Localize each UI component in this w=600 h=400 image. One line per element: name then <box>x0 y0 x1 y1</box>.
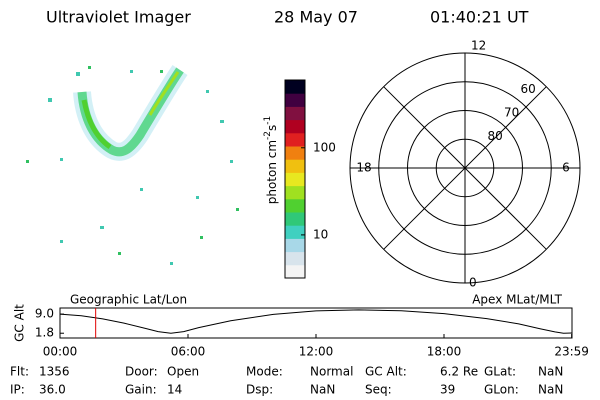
colorbar-swatch <box>285 80 305 94</box>
unit-exponent: -2 <box>263 131 273 140</box>
colorbar-swatch <box>285 185 305 200</box>
info-value: 1356 <box>39 365 70 379</box>
mlt-label: 6 <box>562 161 570 175</box>
mlt-label: 18 <box>356 161 371 175</box>
info-label: Mode: <box>246 365 283 379</box>
colorbar-tick-label: 10 <box>313 227 328 241</box>
unit: photon cm <box>265 140 279 204</box>
info-value: Open <box>167 365 199 379</box>
info-value: 39 <box>440 383 455 397</box>
colorbar-swatch <box>285 132 305 147</box>
alt-left-title: Geographic Lat/Lon <box>70 293 187 307</box>
colorbar-swatch <box>285 264 305 279</box>
ring-label: 70 <box>504 105 519 119</box>
x-tick-label: 12:00 <box>299 345 334 359</box>
info-label: Seq: <box>365 383 392 397</box>
y-tick-label: 1.8 <box>35 326 54 340</box>
polar-ring <box>378 81 552 255</box>
colorbar-swatch <box>285 212 305 226</box>
colorbar-swatch <box>285 251 305 266</box>
x-tick-label: 18:00 <box>427 345 462 359</box>
info-value: NaN <box>538 365 563 379</box>
info-value: NaN <box>538 383 563 397</box>
auroral-image <box>26 65 239 265</box>
info-label: IP: <box>10 383 25 397</box>
colorbar-swatch <box>285 119 305 134</box>
x-tick-label: 06:00 <box>171 345 206 359</box>
info-label: GC Alt: <box>365 365 407 379</box>
colorbar-label: photon cm-2s-1 <box>263 116 279 205</box>
alt-ylabel: GC Alt <box>13 304 27 342</box>
alt-right-title: Apex MLat/MLT <box>472 293 562 307</box>
info-value: 6.2 Re <box>440 365 478 379</box>
ring-label: 80 <box>487 129 502 143</box>
info-label: Dsp: <box>246 383 273 397</box>
colorbar-swatch <box>285 93 305 107</box>
info-label: GLat: <box>484 365 516 379</box>
colorbar-swatch <box>285 172 305 187</box>
x-tick-label: 00:00 <box>43 345 78 359</box>
polar-ring <box>435 138 495 198</box>
alt-plot-frame <box>59 307 573 339</box>
ring-label: 60 <box>520 82 535 96</box>
info-value: NaN <box>310 383 335 397</box>
unit-exponent: -1 <box>263 116 273 125</box>
unit: s <box>265 125 279 131</box>
info-value: Normal <box>310 365 353 379</box>
info-label: GLon: <box>484 383 519 397</box>
colorbar-swatch <box>285 146 305 160</box>
mlt-label: 0 <box>469 276 477 290</box>
colorbar-swatch <box>285 106 305 121</box>
x-tick-label: 23:59 <box>554 345 589 359</box>
polar-spoke <box>383 86 547 250</box>
info-value: 36.0 <box>39 383 66 397</box>
y-tick-label: 9.0 <box>35 307 54 321</box>
info-label: Flt: <box>10 365 29 379</box>
colorbar-swatch <box>285 225 305 239</box>
info-label: Gain: <box>125 383 157 397</box>
colorbar-swatch <box>285 238 305 253</box>
title: Ultraviolet Imager <box>46 8 191 27</box>
colorbar-tick-label: 100 <box>313 140 336 154</box>
mlt-label: 12 <box>471 39 486 53</box>
info-label: Door: <box>125 365 158 379</box>
altitude-line <box>59 309 572 334</box>
info-value: 14 <box>167 383 182 397</box>
colorbar-frame <box>284 79 306 279</box>
polar-ring <box>407 110 523 226</box>
date: 28 May 07 <box>274 8 358 27</box>
colorbar-swatch <box>285 159 305 173</box>
colorbar-swatch <box>285 198 305 213</box>
time: 01:40:21 UT <box>430 8 529 27</box>
